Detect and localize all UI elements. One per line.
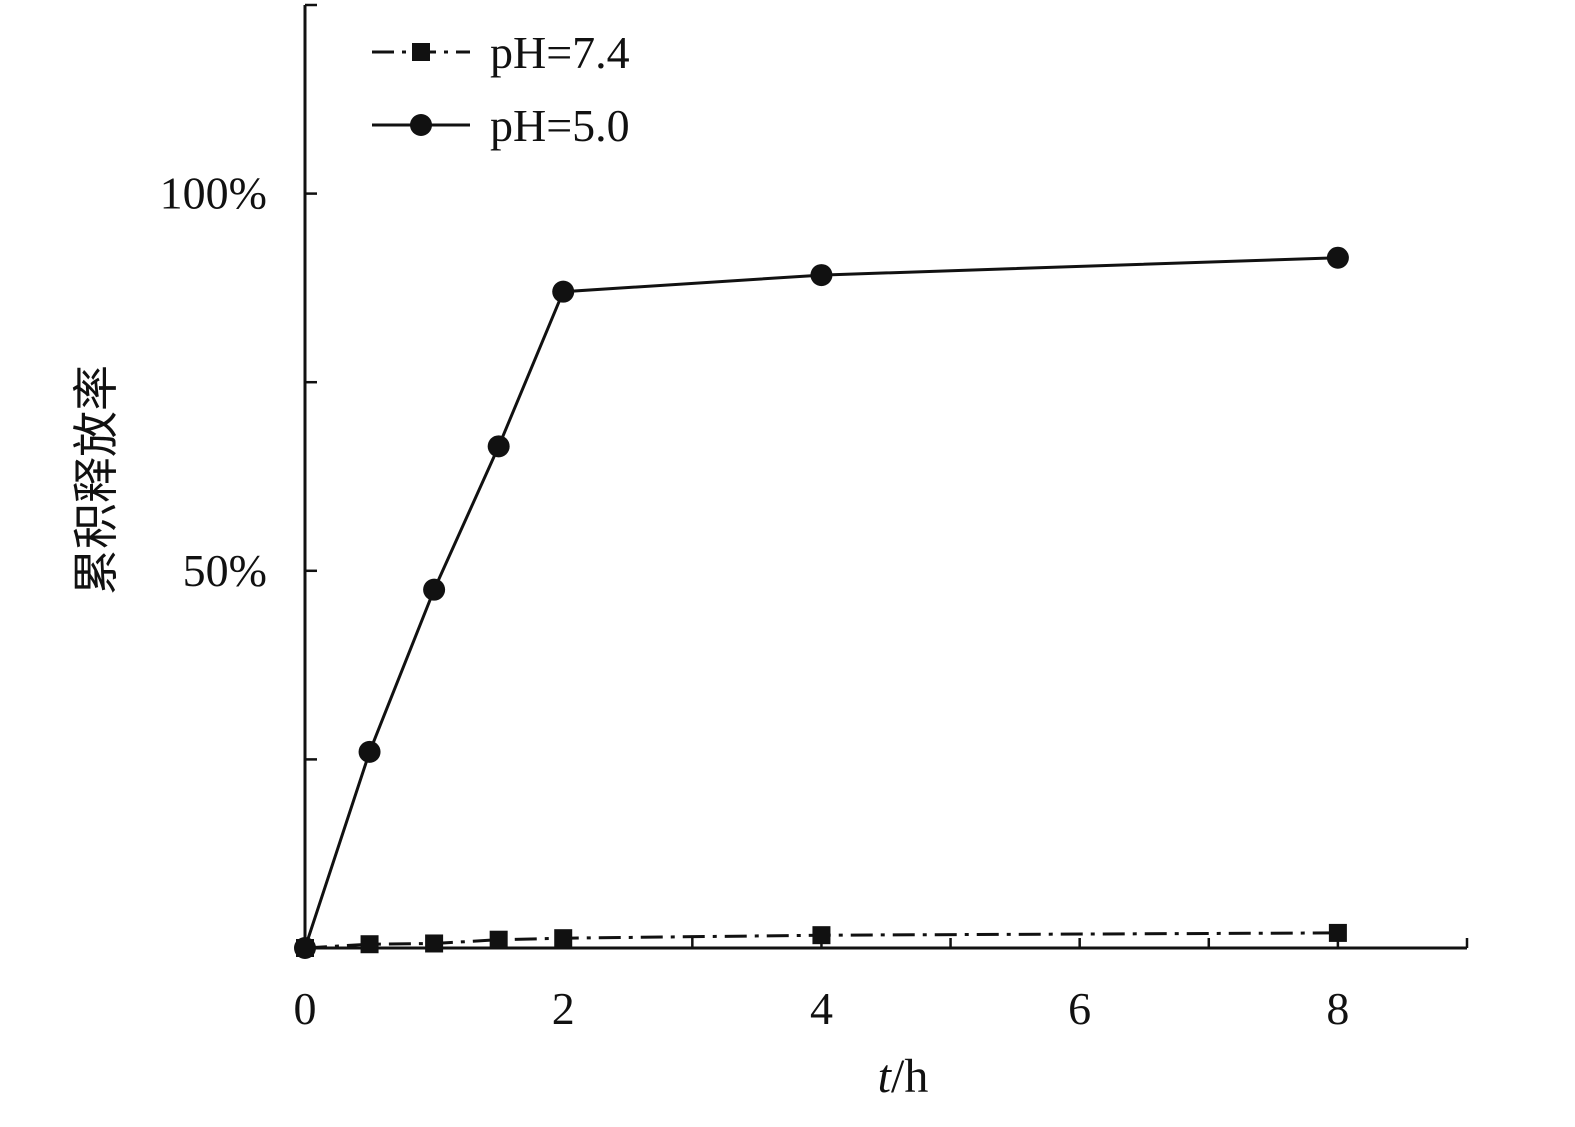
axes: 0 2 4 6 8 50% 100%: [160, 3, 1469, 1034]
data-point-square: [554, 929, 573, 948]
x-tick-label: 6: [1068, 983, 1091, 1034]
data-point-square: [812, 926, 831, 945]
x-tick-label: 2: [552, 983, 575, 1034]
data-point-circle: [810, 264, 833, 287]
x-axis-title-italic: t: [878, 1050, 893, 1103]
series-line-ph-5-0: [303, 256, 1338, 949]
legend-marker-circle: [410, 114, 432, 136]
y-axis-title: 累积释放率: [69, 365, 123, 595]
x-axis-title: t/h: [878, 1050, 929, 1103]
y-tick-label: 100%: [160, 168, 267, 219]
data-point-square: [1328, 923, 1347, 942]
legend-marker-square: [412, 43, 430, 61]
data-point-circle: [1326, 246, 1349, 269]
series-markers: [294, 246, 1349, 959]
data-point-circle: [552, 280, 575, 303]
x-axis-title-unit: /h: [891, 1050, 928, 1103]
data-point-circle: [294, 937, 316, 959]
data-point-circle: [423, 578, 446, 601]
series-lines: [303, 256, 1338, 950]
data-point-circle: [358, 740, 381, 763]
data-point-circle: [487, 435, 510, 458]
axis-labels: t/h 累积释放率: [69, 365, 928, 1103]
data-point-square: [489, 930, 508, 949]
x-tick-label: 0: [294, 983, 317, 1034]
y-tick-label: 50%: [183, 545, 267, 596]
x-tick-label: 4: [810, 983, 833, 1034]
legend: pH=7.4 pH=5.0: [372, 27, 630, 151]
legend-label: pH=5.0: [490, 100, 630, 151]
legend-label: pH=7.4: [490, 27, 630, 78]
data-point-square: [425, 934, 444, 953]
x-tick-label: 8: [1326, 983, 1349, 1034]
data-point-square: [360, 935, 379, 954]
